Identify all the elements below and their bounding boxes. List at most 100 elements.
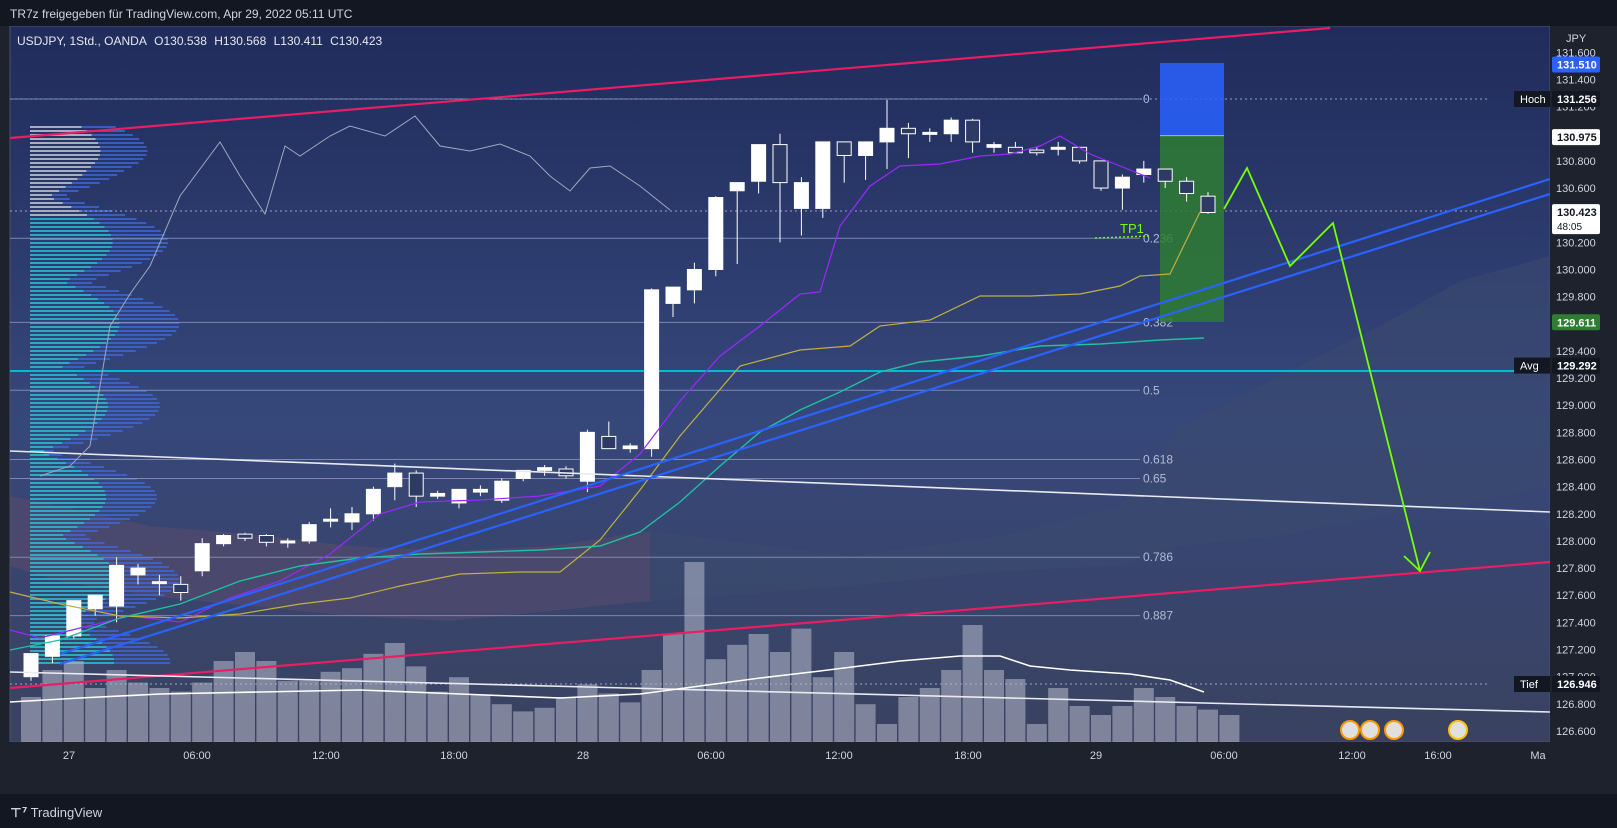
volume-bar (256, 661, 277, 742)
profile-bar (30, 342, 107, 344)
price-label-tag (1514, 357, 1550, 374)
profile-bar (30, 518, 90, 520)
y-tick-label: 129.200 (1556, 373, 1596, 385)
profile-bar-sell (98, 482, 145, 484)
profile-bar (30, 594, 111, 596)
profile-bar (30, 586, 118, 588)
fib-label: 0.5 (1143, 383, 1160, 397)
profile-bar-sell (107, 410, 159, 412)
profile-bar (30, 510, 100, 512)
profile-bar-sell (108, 406, 161, 408)
volume-bar (299, 680, 320, 742)
price-label-tag (1514, 91, 1550, 107)
profile-bar-sell (84, 270, 121, 272)
profile-bar (30, 330, 118, 332)
profile-bar (30, 506, 103, 508)
profile-bar-sell (102, 506, 152, 508)
price-axis[interactable] (1550, 26, 1617, 766)
profile-bar (30, 198, 54, 200)
volume-bar (941, 670, 962, 742)
profile-bar-sell (112, 238, 168, 240)
candle-body (237, 533, 253, 539)
profile-bar (30, 130, 87, 132)
tradingview-logo: ⊤⁷ TradingView (10, 805, 102, 821)
symbol-name: USDJPY, 1Std., OANDA (17, 34, 147, 48)
y-tick-label: 128.200 (1556, 509, 1596, 521)
profile-bar (30, 654, 113, 656)
profile-bar (30, 290, 84, 292)
profile-bar-sell (97, 262, 142, 264)
candle-body (922, 131, 938, 135)
y-tick-label: 126.800 (1556, 699, 1596, 711)
profile-bar-sell (70, 618, 97, 620)
y-tick-label: 127.200 (1556, 645, 1596, 657)
candle-body (258, 535, 274, 543)
volume-bar (556, 697, 576, 742)
volume-bar (1026, 724, 1047, 742)
candle-body (879, 127, 895, 143)
profile-bar (30, 362, 70, 364)
profile-bar-sell (116, 314, 175, 316)
profile-bar-sell (66, 462, 91, 464)
profile-bar (30, 374, 78, 376)
volume-bar (877, 724, 897, 742)
profile-bar-sell (95, 138, 140, 140)
x-tick-label: 28 (577, 750, 589, 762)
profile-bar (30, 294, 92, 296)
profile-bar-sell (82, 546, 119, 548)
white-line-lower (9, 671, 1551, 713)
profile-bar-sell (111, 246, 167, 248)
profile-bar (30, 226, 105, 228)
profile-bar (30, 270, 85, 272)
profile-bar-sell (74, 542, 105, 544)
profile-bar (30, 310, 114, 312)
profile-bar-sell (90, 634, 131, 636)
profile-bar (30, 242, 113, 244)
y-tick-label: 130.600 (1556, 183, 1596, 195)
candle-body (1029, 149, 1045, 154)
profile-bar (30, 382, 90, 384)
y-tick-label: 128.800 (1556, 427, 1596, 439)
profile-bar-sell (93, 218, 137, 220)
volume-bar (128, 682, 148, 742)
tp1-label: TP1 (1120, 221, 1144, 236)
y-tick-label: 131.400 (1556, 74, 1596, 86)
profile-bar-sell (69, 362, 97, 364)
volume-bar (791, 628, 812, 742)
profile-bar-sell (88, 474, 128, 476)
economic-events[interactable] (1340, 720, 1468, 740)
volume-bar (42, 670, 63, 742)
profile-bar (30, 278, 70, 280)
volume-bar (1005, 679, 1026, 742)
volume-bar (449, 677, 469, 742)
profile-bar-sell (110, 594, 165, 596)
profile-bar-sell (95, 514, 139, 516)
profile-bar-sell (99, 222, 147, 224)
profile-bar (30, 454, 50, 456)
profile-bar (30, 282, 68, 284)
profile-bar-sell (81, 470, 117, 472)
candle-body (472, 488, 488, 493)
profile-bar-sell (113, 566, 170, 568)
profile-bar-sell (97, 554, 143, 556)
profile-bar-sell (71, 182, 100, 184)
profile-bar (30, 558, 104, 560)
profile-bar (30, 574, 119, 576)
profile-bar (30, 338, 112, 340)
profile-bar (30, 414, 106, 416)
profile-bar (30, 402, 108, 404)
y-axis-ticks: 131.600131.400131.200130.800130.600130.2… (1556, 47, 1596, 738)
y-tick-label: 127.600 (1556, 590, 1596, 602)
profile-bar-sell (91, 266, 132, 268)
time-axis[interactable] (0, 742, 1617, 766)
price-label-value: 131.510 (1557, 60, 1597, 72)
candle-body (579, 431, 595, 482)
profile-bar-sell (99, 146, 147, 148)
profile-bar-sell (119, 582, 179, 584)
profile-bar (30, 234, 112, 236)
candle-body (1007, 146, 1023, 154)
profile-bar-sell (75, 286, 106, 288)
profile-bar (30, 526, 78, 528)
profile-bar (30, 142, 99, 144)
